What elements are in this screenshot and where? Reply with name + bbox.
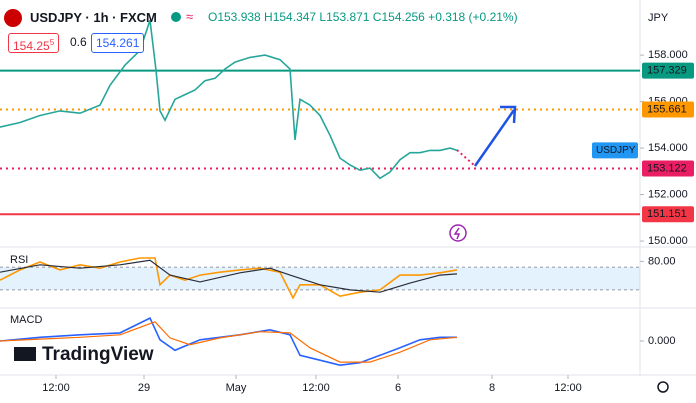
series-line (0, 19, 458, 180)
series-tag (592, 142, 638, 159)
x-tick-label: 12:00 (554, 382, 582, 394)
status-dot (171, 12, 181, 22)
buy-button[interactable]: 154.261 (91, 33, 145, 53)
layers: 158.000156.000154.000152.000150.000157.3… (0, 19, 694, 394)
y-tick-label: 150.000 (648, 235, 688, 247)
currency: JPY (648, 12, 669, 24)
sell-pip: 5 (49, 38, 55, 47)
ohlc: O153.938 H154.347 L153.871 C154.256 +0.3… (208, 10, 518, 24)
x-tick-label: 12:00 (42, 382, 70, 394)
level-tag-label: 157.329 (647, 65, 687, 77)
y-tick-label: 0.000 (648, 335, 676, 347)
arrow (473, 109, 516, 167)
y-tick-label: 80.00 (648, 255, 676, 267)
symbol[interactable]: USDJPY · 1h · FXCM (30, 10, 157, 25)
arrow-head (500, 105, 517, 124)
branding: TradingView (42, 344, 154, 365)
logo-mark (14, 347, 36, 361)
level-tag (642, 101, 694, 118)
level-tag (642, 206, 694, 223)
sell-price: 154.25 (13, 39, 50, 53)
pane-title: RSI (10, 254, 28, 266)
rsi-band (0, 267, 640, 290)
series-line (0, 259, 458, 293)
x-tick-label: 29 (138, 382, 150, 394)
y-tick-label: 152.000 (648, 188, 688, 200)
level-tag-label: 151.151 (647, 208, 687, 220)
flag-icon (4, 9, 22, 27)
spread: 0.6 (66, 33, 91, 51)
level-tag (642, 62, 694, 79)
y-tick-label: 154.000 (648, 142, 688, 154)
level-tag-label: 153.122 (647, 162, 687, 174)
x-tick-label: 8 (489, 382, 495, 394)
x-tick-label: 12:00 (302, 382, 330, 394)
settings-icon[interactable] (657, 381, 669, 393)
level-tag (642, 160, 694, 177)
pane-title: MACD (10, 314, 42, 326)
projection (456, 149, 476, 167)
x-tick-label: May (226, 382, 247, 394)
y-tick-label: 158.000 (648, 49, 688, 61)
x-tick-label: 6 (395, 382, 401, 394)
status-icon: ≈ (186, 9, 194, 24)
series-tag-label: USDJPY (596, 145, 636, 156)
level-tag-label: 155.661 (647, 103, 687, 115)
event-icon[interactable] (449, 224, 467, 242)
series-line (0, 257, 458, 300)
series-line (0, 321, 458, 363)
sell-button[interactable]: 154.255 (8, 33, 60, 53)
event-bolt (453, 227, 461, 240)
